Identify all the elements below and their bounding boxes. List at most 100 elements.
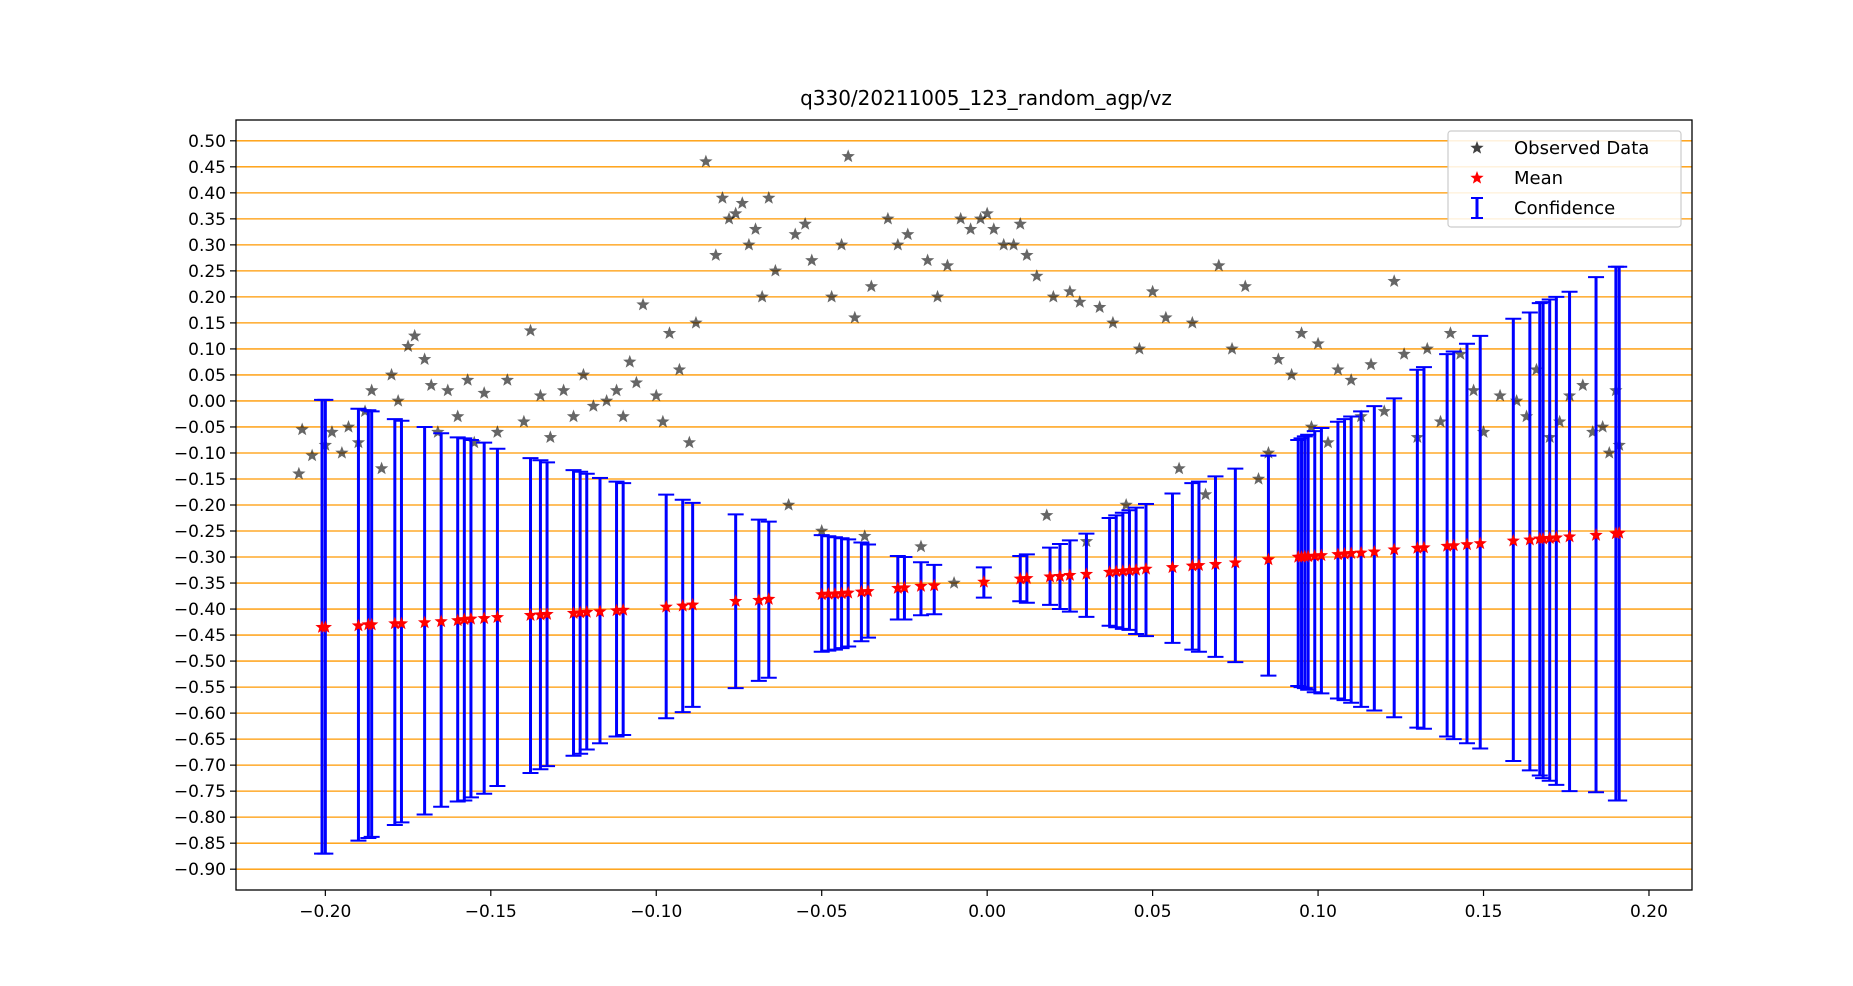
mean-point <box>1562 529 1577 543</box>
mean-point <box>1053 569 1067 582</box>
y-tick-label: 0.30 <box>188 236 226 256</box>
observed-point <box>722 211 736 225</box>
x-tick-label: 0.10 <box>1299 902 1337 922</box>
observed-point <box>305 448 319 462</box>
mean-point <box>609 603 624 617</box>
observed-point <box>891 237 905 251</box>
observed-point <box>401 339 415 352</box>
legend: Observed Data Mean Confidence <box>1447 130 1682 228</box>
observed-point <box>1602 445 1616 459</box>
mean-point <box>388 616 402 630</box>
mean-point <box>891 581 905 594</box>
mean-point <box>523 608 538 621</box>
observed-point <box>954 211 968 225</box>
mean-point <box>1367 544 1381 558</box>
y-tick-label: 0.45 <box>188 158 226 178</box>
observed-point <box>815 524 829 537</box>
mean-point <box>1043 569 1057 583</box>
chart-title: q330/20211005_123_random_agp/vz <box>800 86 1172 110</box>
mean-point <box>1079 567 1094 580</box>
y-tick-label: −0.20 <box>174 496 226 516</box>
mean-point <box>861 584 875 598</box>
observed-point <box>1159 310 1173 324</box>
observed-point <box>742 237 756 251</box>
observed-point <box>1145 284 1160 298</box>
y-tick-label: 0.35 <box>188 210 226 230</box>
observed-point <box>1493 388 1507 402</box>
mean-point <box>1410 541 1424 554</box>
mean-point <box>1460 537 1474 551</box>
observed-point <box>1321 435 1335 449</box>
observed-point <box>798 217 812 230</box>
observed-point <box>533 388 548 402</box>
observed-point <box>391 393 405 407</box>
observed-point <box>649 388 663 402</box>
mean-point <box>1440 539 1454 552</box>
y-tick-label: −0.70 <box>174 756 226 776</box>
observed-point <box>365 383 379 397</box>
y-tick-label: 0.10 <box>188 340 226 360</box>
observed-point <box>417 352 432 365</box>
y-tick-label: 0.50 <box>188 132 226 152</box>
observed-point <box>735 196 749 209</box>
mean-point <box>1228 555 1242 569</box>
mean-point <box>351 618 366 632</box>
mean-point <box>752 593 766 606</box>
observed-point <box>1046 289 1060 303</box>
mean-point <box>1387 542 1401 556</box>
y-tick-label: −0.85 <box>174 834 226 854</box>
observed-point <box>1185 315 1199 329</box>
observed-point <box>1284 367 1299 381</box>
mean-point <box>1549 530 1563 544</box>
observed-point <box>629 375 644 389</box>
mean-series <box>315 526 1626 633</box>
observed-point <box>1443 326 1458 339</box>
mean-point <box>676 598 690 612</box>
observed-point <box>408 328 422 342</box>
y-tick-label: 0.40 <box>188 184 226 204</box>
mean-point <box>593 604 607 618</box>
observed-point <box>768 263 783 277</box>
mean-point <box>394 616 409 630</box>
mean-point <box>1208 557 1223 570</box>
mean-point <box>1354 545 1368 559</box>
observed-point <box>374 461 389 475</box>
observed-point <box>824 289 839 303</box>
mean-point <box>1447 538 1461 552</box>
mean-point <box>1301 549 1315 563</box>
observed-point <box>341 419 356 433</box>
observed-point <box>1093 300 1107 313</box>
mean-point <box>1308 548 1322 562</box>
observed-point <box>682 435 696 449</box>
mean-point <box>927 578 941 592</box>
x-tick-label: −0.15 <box>465 902 517 922</box>
observed-point <box>295 422 309 436</box>
observed-point <box>424 378 438 391</box>
mean-point <box>828 586 842 600</box>
x-tick-label: −0.10 <box>630 902 682 922</box>
mean-point <box>451 613 465 627</box>
observed-point <box>987 222 1001 235</box>
observed-point <box>781 498 796 511</box>
mean-point <box>841 585 855 599</box>
observed-point <box>1519 409 1534 423</box>
mean-point <box>1192 558 1206 572</box>
observed-point <box>467 435 481 449</box>
observed-point <box>292 466 306 480</box>
mean-point <box>1314 548 1329 562</box>
observed-point <box>715 191 730 204</box>
y-tick-label: 0.25 <box>188 262 226 282</box>
y-tick-label: 0.00 <box>188 392 226 412</box>
observed-point <box>1006 237 1021 251</box>
observed-point <box>1225 341 1239 355</box>
legend-label: Observed Data <box>1514 138 1649 159</box>
observed-point <box>1119 498 1133 511</box>
mean-point <box>1612 526 1626 539</box>
observed-point <box>762 191 776 204</box>
observed-point <box>1387 274 1401 287</box>
mean-point <box>1129 563 1143 576</box>
x-tick-label: 0.15 <box>1465 902 1503 922</box>
mean-point <box>1109 564 1123 578</box>
mean-point <box>573 605 587 619</box>
observed-point <box>384 367 399 381</box>
